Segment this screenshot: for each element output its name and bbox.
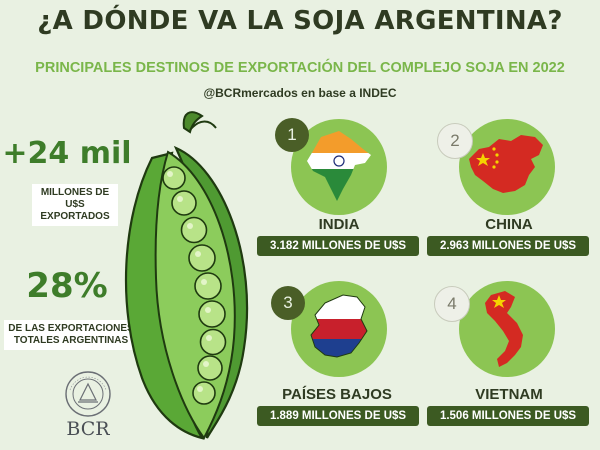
share-value: 28% [26, 266, 108, 306]
value-vietnam: 1.506 MILLONES DE U$S [427, 406, 589, 426]
value-netherlands: 1.889 MILLONES DE U$S [257, 406, 419, 426]
share-label-line1: DE LAS EXPORTACIONES [8, 323, 134, 334]
vietnam-map-icon [485, 291, 523, 367]
rank-badge-1: 1 [275, 118, 309, 152]
country-name-netherlands: PAÍSES BAJOS [282, 386, 392, 403]
rank-badge-3: 3 [271, 286, 305, 320]
value-india: 3.182 MILLONES DE U$S [257, 236, 419, 256]
soybean-pod-illustration [124, 111, 249, 440]
share-label: DE LAS EXPORTACIONES TOTALES ARGENTINAS [4, 320, 138, 350]
rank-badge-4: 4 [434, 286, 470, 322]
exports-value: +24 mil [2, 136, 132, 171]
country-name-china: CHINA [485, 216, 533, 233]
bcr-logo-text: BCR [66, 418, 110, 440]
page-title: ¿A DÓNDE VA LA SOJA ARGENTINA? [37, 6, 563, 36]
china-map-icon [469, 135, 543, 193]
exports-label: MILLONES DE U$S EXPORTADOS [32, 184, 118, 226]
source-credit: @BCRmercados en base a INDEC [203, 86, 397, 100]
country-name-vietnam: VIETNAM [475, 386, 543, 403]
exports-label-line1: MILLONES DE [40, 187, 110, 198]
page-subtitle: PRINCIPALES DESTINOS DE EXPORTACIÓN DEL … [35, 60, 565, 76]
india-map-icon [307, 131, 371, 201]
vietnam-circle [459, 281, 555, 377]
netherlands-map-icon [310, 294, 368, 358]
rank-badge-2: 2 [437, 123, 473, 159]
bcr-seal-logo [65, 371, 111, 417]
china-circle [459, 119, 555, 215]
netherlands-circle [291, 281, 387, 377]
share-label-line2: TOTALES ARGENTINAS [13, 335, 129, 346]
exports-label-line2: U$S EXPORTADOS [40, 199, 110, 222]
country-name-india: INDIA [318, 216, 360, 233]
value-china: 2.963 MILLONES DE U$S [427, 236, 589, 256]
